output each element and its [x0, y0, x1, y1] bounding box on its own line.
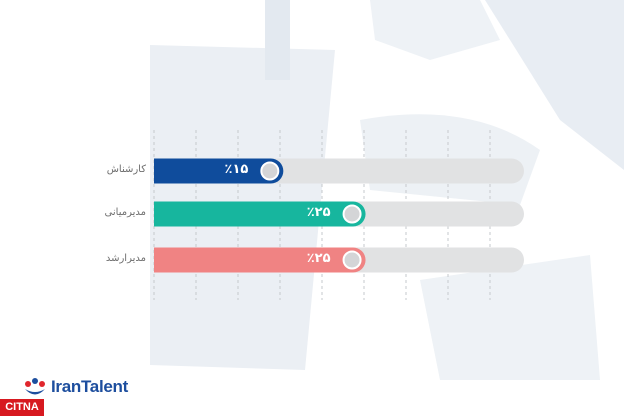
irantalent-logo: IranTalent [24, 375, 128, 399]
bar [154, 158, 284, 184]
value-label: ٪۲۵ [306, 251, 331, 266]
bar-knob [342, 204, 362, 224]
bar [154, 201, 366, 227]
value-label: ٪۲۵ [306, 205, 331, 220]
value-label: ٪۱۵ [224, 162, 249, 177]
logo-text: IranTalent [51, 377, 128, 396]
people-icon [25, 378, 45, 395]
category-label: مدیرمیانی [104, 207, 146, 218]
category-label: مدیرارشد [105, 253, 146, 264]
citna-watermark: CITNA [0, 399, 44, 416]
bars [154, 158, 524, 273]
bar-knob [342, 250, 362, 270]
bar-knob [260, 161, 280, 181]
category-label: کارشناش [106, 164, 146, 175]
bar [154, 247, 366, 273]
